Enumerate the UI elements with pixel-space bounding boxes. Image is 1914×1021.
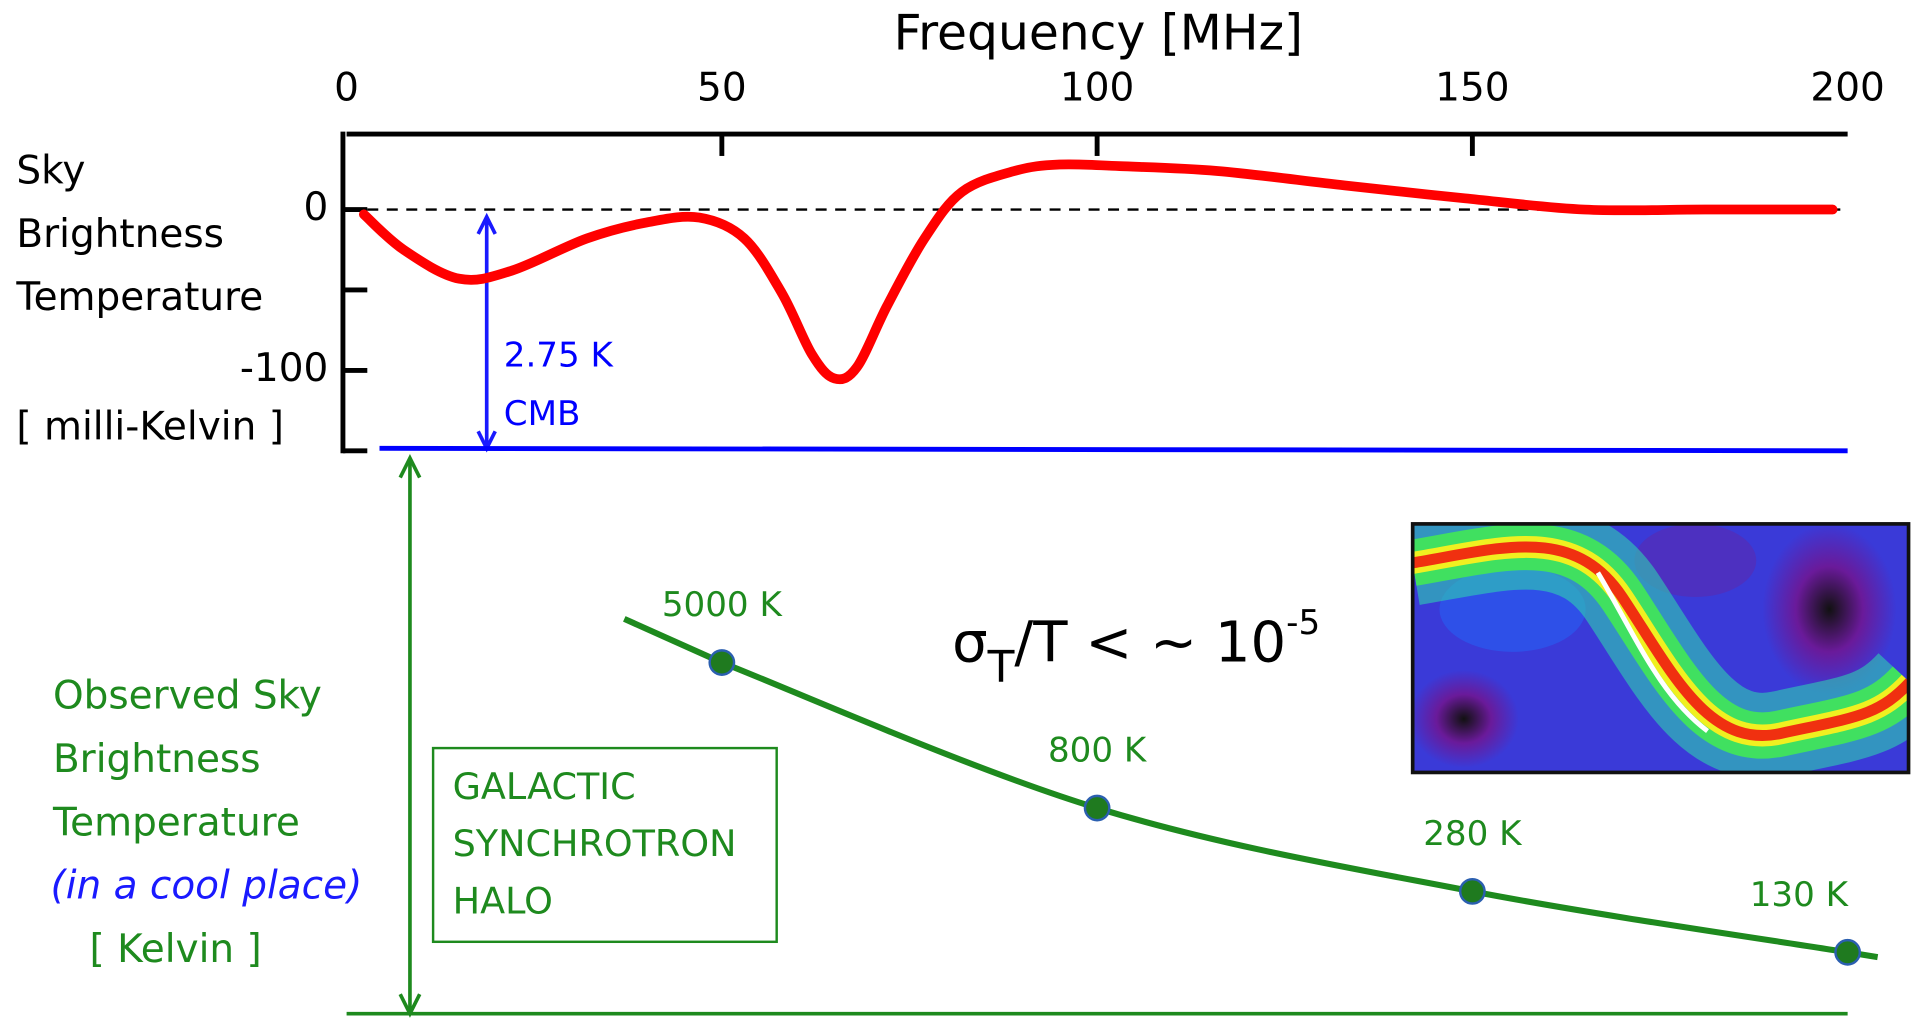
kelvin-arrow: [400, 458, 419, 1014]
formula-part: T: [987, 642, 1015, 693]
box-text: SYNCHROTRON: [453, 822, 737, 865]
formula-part: -5: [1286, 602, 1320, 642]
data-label: 800 K: [1048, 730, 1148, 770]
data-label: 130 K: [1750, 875, 1850, 915]
y2-axis-label: Brightness: [53, 737, 261, 782]
page: { "chart_data": [ { "type": "line", "xla…: [0, 0, 1914, 1021]
data-point: [710, 650, 734, 674]
curve-lead: [624, 619, 722, 663]
x-tick-label: 50: [697, 66, 747, 111]
y-tick-label: 0: [304, 185, 329, 230]
box-text: GALACTIC: [453, 765, 636, 808]
y2-axis-label: Temperature: [52, 800, 300, 845]
y-tick-label: -100: [240, 346, 328, 391]
chart: Frequency [MHz] Sky Brightness Temperatu…: [0, 0, 1914, 1021]
y-axis-label: Sky: [16, 149, 85, 194]
y2-axis-note: (in a cool place): [51, 864, 363, 909]
x-tick-label: 0: [334, 66, 359, 111]
data-point: [1085, 796, 1109, 820]
data-label: 5000 K: [662, 585, 784, 625]
data-point: [1460, 879, 1484, 903]
cmb-baseline: [379, 448, 1847, 450]
formula: σT/T < ~ 10-5: [952, 602, 1320, 693]
formula-part: σ: [952, 610, 988, 675]
x-tick-label: 200: [1810, 66, 1884, 111]
x-tick-label: 150: [1435, 66, 1509, 111]
y-axis-label: Brightness: [16, 212, 224, 257]
y2-axis-label: Observed Sky: [53, 674, 322, 719]
annotation: 2.75 K: [504, 335, 615, 375]
sky-map: [1409, 524, 1910, 773]
y2-axis-unit: [ Kelvin ]: [90, 927, 262, 972]
x-tick-label: 100: [1060, 66, 1134, 111]
x-axis-label: Frequency [MHz]: [894, 6, 1303, 62]
formula-part: /T < ~ 10: [1014, 610, 1286, 675]
data-label: 280 K: [1423, 814, 1523, 854]
y-axis-label: [ milli-Kelvin ]: [16, 404, 284, 449]
annotation: CMB: [504, 394, 581, 434]
cmb-arrow: [478, 217, 495, 448]
y-axis-label: Temperature: [15, 275, 263, 320]
data-point: [1835, 940, 1859, 964]
box-text: HALO: [453, 879, 553, 922]
